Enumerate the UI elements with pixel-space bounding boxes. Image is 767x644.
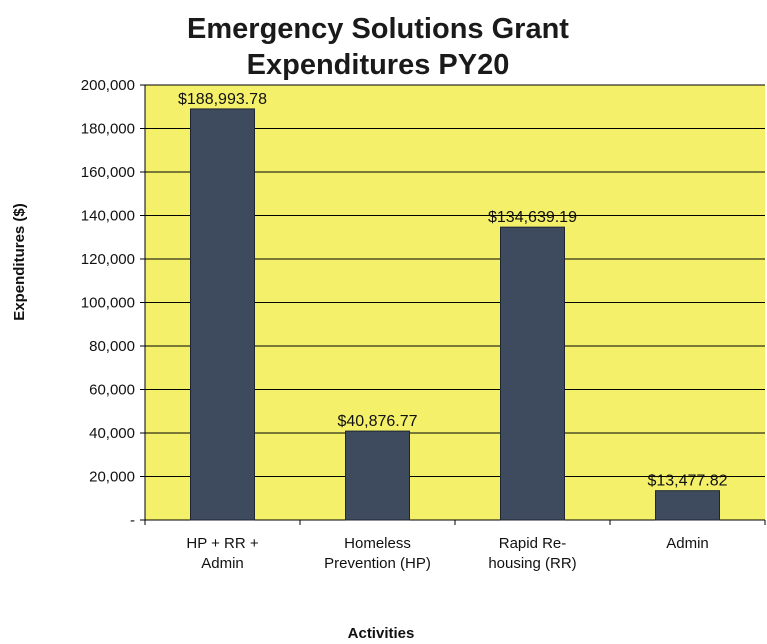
- y-tick-label: 80,000: [89, 338, 135, 355]
- bar: [500, 226, 565, 521]
- y-tick-label: 160,000: [81, 164, 135, 181]
- bar: [190, 108, 255, 521]
- category-label: housing (RR): [488, 555, 576, 572]
- y-tick-label: -: [130, 512, 135, 529]
- plot-area: - 20,000 40,000 60,000 80,000 100,000 120,000 1…: [81, 77, 766, 572]
- y-tick-label: 120,000: [81, 251, 135, 268]
- category-label: Admin: [201, 555, 244, 572]
- y-tick-label: 100,000: [81, 295, 135, 312]
- y-tick-label: 60,000: [89, 382, 135, 399]
- bar: [655, 490, 720, 521]
- y-tick-label: 140,000: [81, 208, 135, 225]
- data-label: $13,477.82: [647, 473, 727, 490]
- y-tick-label: 200,000: [81, 77, 135, 94]
- data-label: $188,993.78: [178, 91, 267, 108]
- y-tick-label: 20,000: [89, 469, 135, 486]
- x-axis-title: Activities: [348, 625, 415, 642]
- chart-title-line-1: Emergency Solutions Grant: [187, 13, 569, 45]
- category-label: Admin: [666, 535, 709, 552]
- category-label: Homeless: [344, 535, 411, 552]
- bar: [345, 430, 410, 521]
- chart-title-line-2: Expenditures PY20: [247, 49, 510, 81]
- data-label: $134,639.19: [488, 209, 577, 226]
- y-tick-label: 180,000: [81, 121, 135, 138]
- y-tick-label: 40,000: [89, 425, 135, 442]
- data-label: $40,876.77: [337, 413, 417, 430]
- y-axis-title: Expenditures ($): [11, 203, 28, 321]
- category-label: HP + RR +: [186, 535, 258, 552]
- category-label: Rapid Re-: [499, 535, 567, 552]
- category-label: Prevention (HP): [324, 555, 431, 572]
